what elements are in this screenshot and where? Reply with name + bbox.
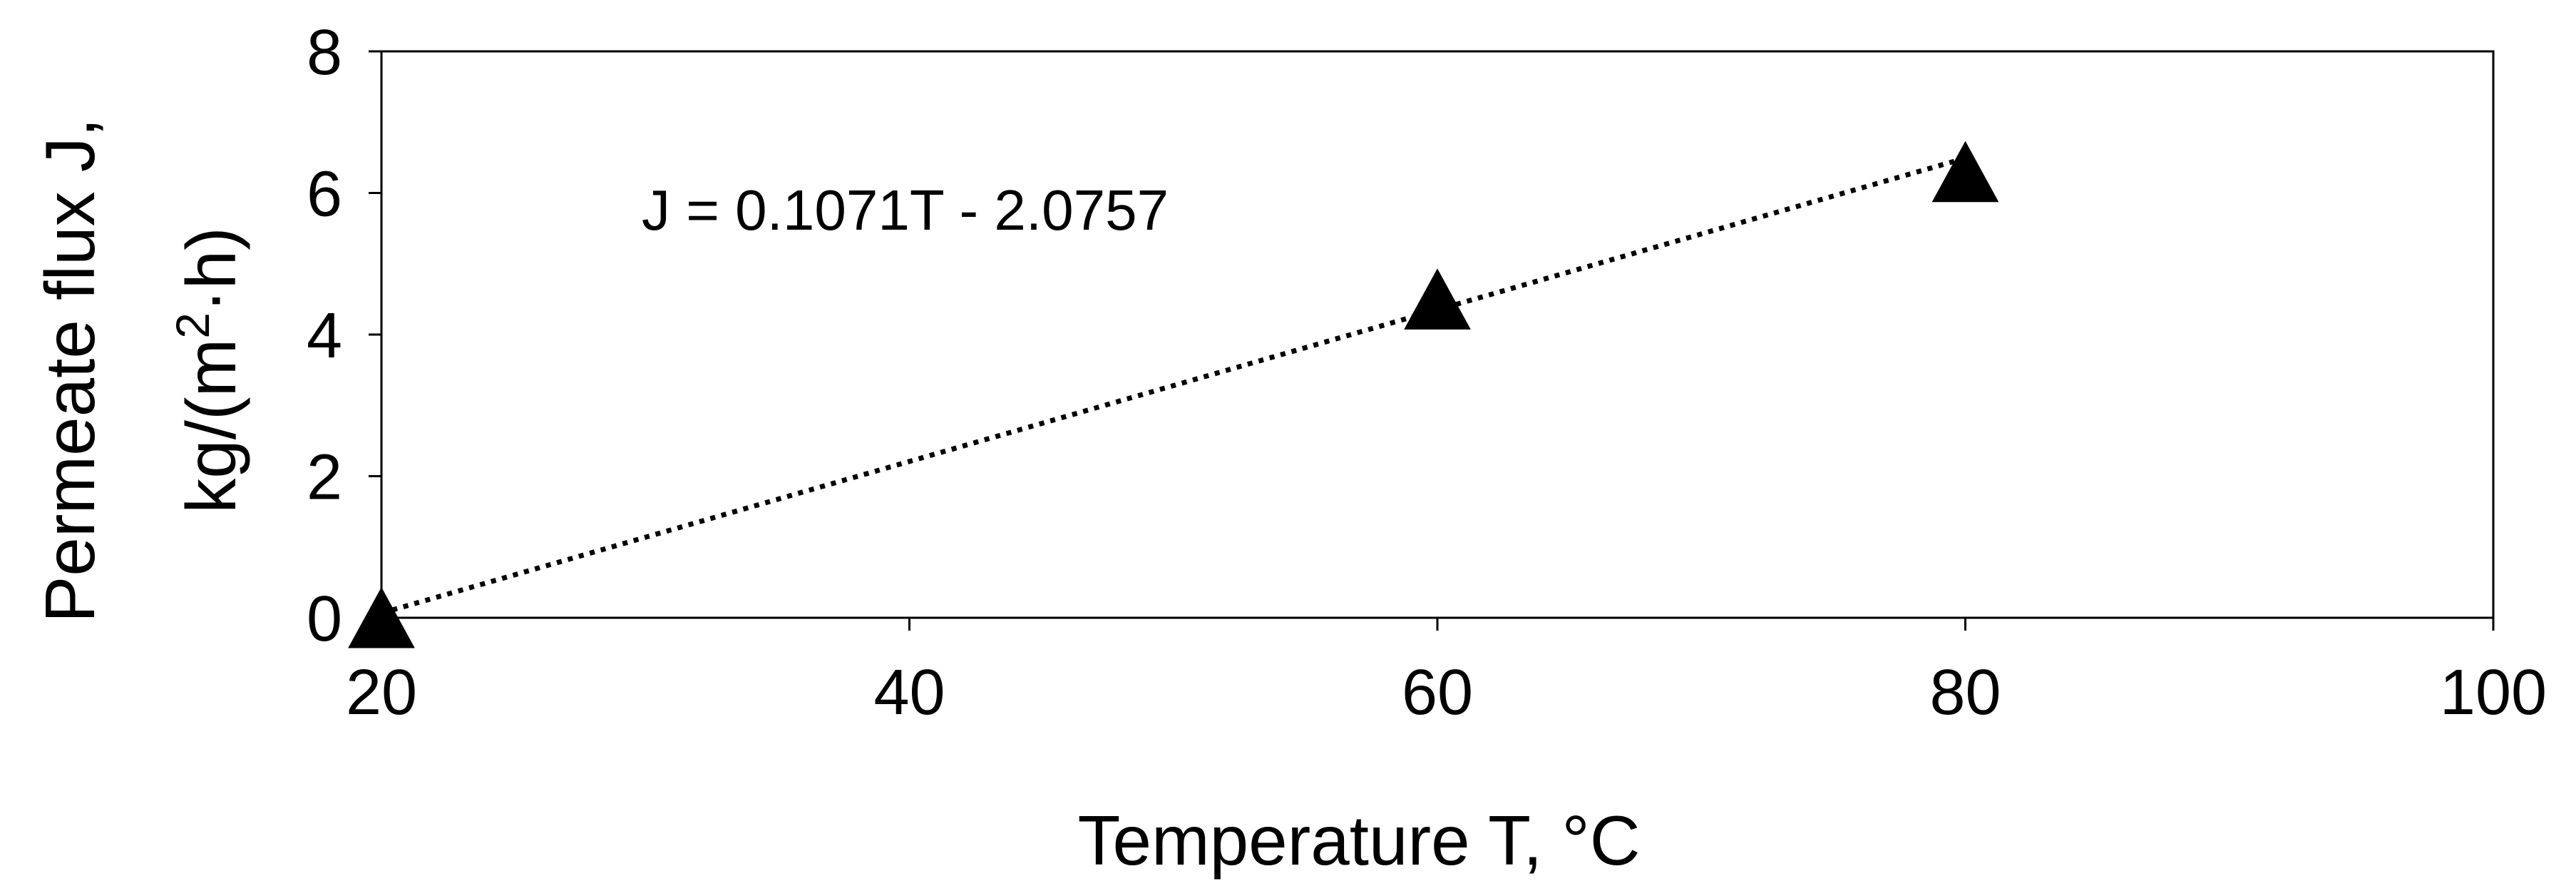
y-tick-label: 8 xyxy=(307,17,342,88)
plot-area xyxy=(380,50,2495,619)
y-axis-title-unit-superscript: 2 xyxy=(166,312,219,339)
data-point-triangle xyxy=(348,586,415,648)
data-point-triangle xyxy=(1404,268,1471,330)
x-tick-label: 60 xyxy=(1402,657,1473,728)
y-axis-title-line1: Permeate flux J, xyxy=(31,118,109,623)
y-axis-title-unit-prefix: kg/(m xyxy=(172,339,250,514)
y-tick-label: 2 xyxy=(307,442,342,514)
y-axis-title-line2: kg/(m2·h) xyxy=(166,227,250,514)
trendline-equation: J = 0.1071T - 2.0757 xyxy=(642,178,1169,242)
y-axis-ticks: 0 2 4 6 8 xyxy=(307,17,381,655)
x-tick-label: 100 xyxy=(2440,657,2547,728)
x-tick-label: 40 xyxy=(873,657,945,728)
trendline-group xyxy=(381,156,1966,616)
y-tick-label: 6 xyxy=(307,159,342,230)
y-tick-label: 0 xyxy=(307,584,342,655)
x-tick-label: 20 xyxy=(346,657,417,728)
data-point-triangle xyxy=(1931,141,1999,203)
x-axis-title: Temperature T, °C xyxy=(1077,801,1640,880)
x-axis-ticks: 20 40 60 80 100 xyxy=(346,618,2547,728)
x-tick-label: 80 xyxy=(1929,657,2001,728)
y-tick-label: 4 xyxy=(307,300,342,372)
trendline xyxy=(381,156,1966,616)
data-points xyxy=(348,141,1999,648)
y-axis-title: Permeate flux J, kg/(m2·h) xyxy=(31,118,250,623)
y-axis-title-unit-suffix: ·h) xyxy=(172,227,250,312)
